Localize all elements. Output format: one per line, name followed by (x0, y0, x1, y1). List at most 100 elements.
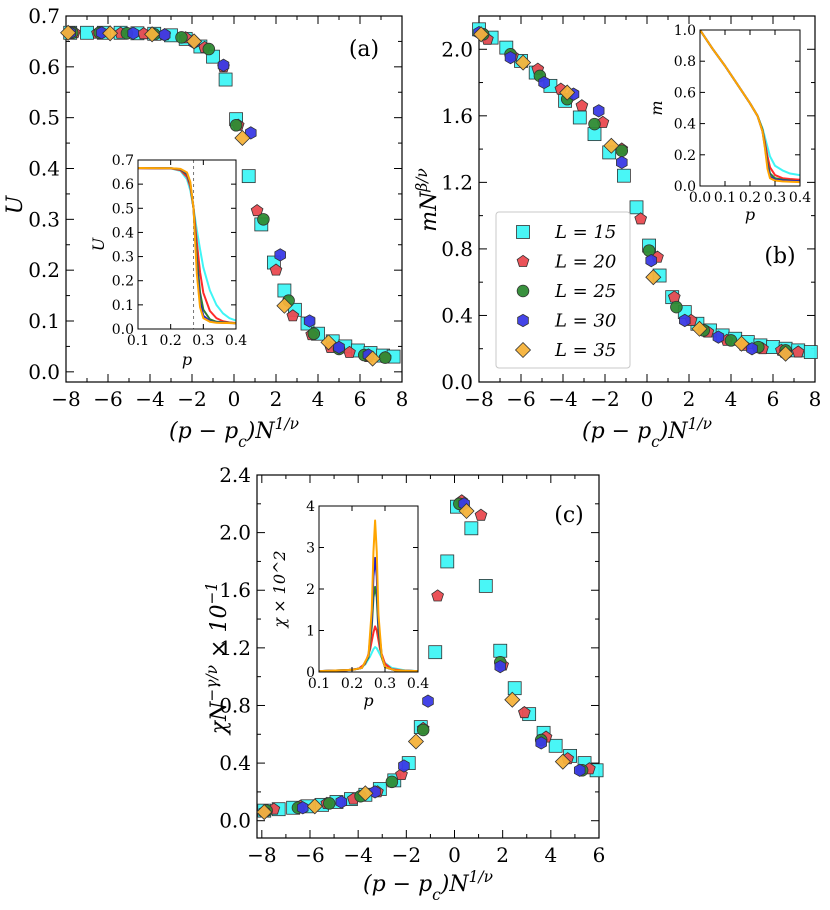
data-point (515, 54, 532, 71)
inset3-ytick-label: 4 (306, 499, 315, 515)
data-point (645, 253, 657, 268)
panel2-xtick-label: −4 (548, 387, 577, 411)
legend-marker-diamond (514, 341, 532, 359)
legend-label: L = 25 (554, 281, 616, 302)
x-axis-title: (p − pc)N1/ν (363, 868, 493, 904)
data-point (127, 26, 139, 40)
panel1-ytick-label: 0.1 (28, 309, 60, 333)
data-point (378, 351, 392, 364)
inset1-ytick-label: 0.0 (112, 322, 134, 338)
panel-label: (b) (764, 244, 795, 269)
data-point (494, 659, 507, 674)
panel3-xtick-label: 0 (448, 843, 461, 867)
data-point (158, 28, 171, 42)
data-point (629, 200, 644, 215)
inset-x-axis-title: p (363, 691, 373, 710)
data-point (202, 42, 216, 56)
data-point (440, 554, 455, 569)
inset-c: 0.1 0.2 0.3 0.4 0 1 2 3 4 p χ × 10^2 (270, 499, 429, 710)
inset1-ytick-label: 0.3 (112, 250, 134, 266)
panel1-ytick-label: 0.3 (28, 207, 60, 231)
panel3-xtick-label: −4 (343, 843, 372, 867)
data-point (422, 694, 434, 708)
panel3-xtick-label: −6 (295, 843, 324, 867)
data-point (276, 297, 293, 314)
legend-marker-square (516, 225, 530, 239)
data-point (712, 330, 725, 344)
data-point (175, 31, 188, 44)
data-point (670, 300, 683, 314)
data-point (464, 521, 479, 536)
panel2-xtick-label: 0 (641, 387, 654, 411)
inset1-ytick-label: 0.2 (112, 274, 134, 290)
inset1-xtick-label: 0.2 (160, 333, 182, 349)
panel3-xtick-label: 2 (496, 843, 509, 867)
panel1-ytick-label: 0.0 (28, 360, 60, 384)
panel2-ytick-label: 1.6 (441, 104, 473, 128)
inset-line-l-35 (700, 30, 800, 184)
legend-label: L = 20 (554, 252, 616, 273)
inset-y-axis-title: χ × 10^2 (270, 550, 289, 628)
data-point (474, 508, 488, 521)
inset2-ytick-label: 0.0 (674, 179, 696, 195)
data-point (616, 155, 628, 170)
inset1-ytick-label: 0.1 (112, 298, 134, 314)
data-point (431, 589, 444, 602)
data-point (478, 579, 493, 593)
data-point (691, 320, 708, 337)
inset-line-l-35 (138, 166, 236, 325)
panel3-ytick-label: 1.6 (219, 578, 251, 602)
panel3-ytick-label: 2.0 (219, 521, 251, 545)
data-point (428, 645, 443, 660)
inset2-ytick-label: 0.6 (674, 85, 696, 101)
data-point (791, 345, 805, 358)
panel3-ytick-label: 0.4 (219, 751, 251, 775)
legend-entry-l-25: L = 25 (516, 281, 616, 302)
data-point (634, 212, 648, 225)
data-point (229, 119, 243, 132)
panel3-frame (256, 474, 600, 839)
inset3-ytick-label: 0 (306, 665, 315, 681)
data-point (218, 72, 233, 87)
inset3-ytick-label: 1 (306, 624, 315, 640)
inset-b: 0.0 0.1 0.2 0.3 0.40.00.20.40.60.81.0pm (647, 23, 811, 224)
inset1-xtick-label: 0.3 (192, 333, 214, 349)
legend-entry-l-15: L = 15 (516, 222, 616, 243)
inset3-xtick-label: 0.4 (407, 676, 429, 692)
inset2-ytick-label: 0.8 (674, 54, 696, 70)
panel1-xtick-label: 4 (312, 387, 325, 411)
panel3-ytick-label: 2.4 (219, 463, 251, 487)
data-point (517, 706, 531, 719)
data-point (306, 798, 323, 815)
inset1-xtick-label: 0.1 (127, 333, 149, 349)
panel2-xtick-label: −2 (590, 387, 619, 411)
data-point (416, 723, 430, 737)
data-point (357, 785, 374, 802)
data-point (398, 759, 410, 773)
data-point (364, 350, 381, 367)
panel1-ytick-label: 0.6 (28, 55, 60, 79)
inset-x-axis-title: p (745, 205, 755, 224)
legend-box (495, 211, 631, 369)
data-point (548, 738, 563, 753)
data-point (323, 797, 336, 810)
panel2-ytick-label: 1.2 (441, 170, 473, 194)
data-point (303, 314, 316, 328)
inset3-ytick-label: 3 (306, 541, 315, 557)
legend: L = 15 L = 20 L = 25 L = 30 L = 35 (495, 211, 631, 369)
inset1-xtick-label: 0.4 (225, 333, 247, 349)
inset3-xtick-label: 0.2 (341, 676, 363, 692)
legend-marker-hexagon (517, 313, 529, 328)
panel2-xtick-label: 4 (725, 387, 738, 411)
y-axis-title: U (3, 194, 28, 214)
panel2-ytick-label: 2.0 (441, 37, 473, 61)
data-point (217, 58, 230, 72)
data-point (335, 795, 348, 809)
panel3-ytick-label: 0.8 (219, 693, 251, 717)
panel1-xtick-label: 0 (228, 387, 241, 411)
panel2-xtick-label: −8 (464, 387, 493, 411)
inset-lines (138, 160, 236, 329)
data-point (588, 117, 601, 131)
legend-marker-circle (516, 284, 530, 298)
